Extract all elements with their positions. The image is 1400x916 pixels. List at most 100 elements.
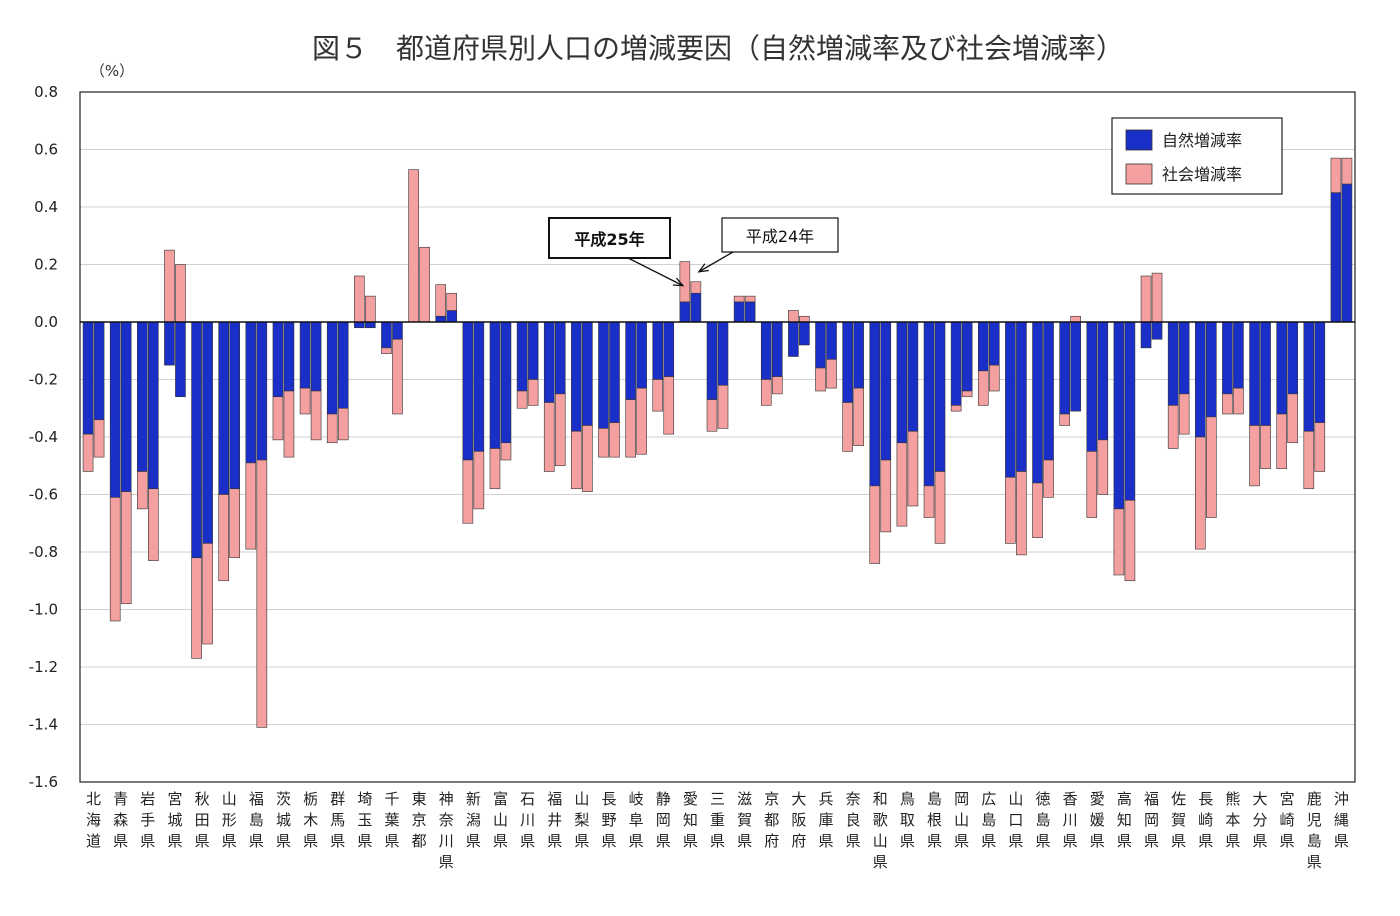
bar-social — [788, 310, 799, 323]
bar-social — [229, 488, 241, 559]
bar-social — [218, 494, 230, 582]
bar-natural — [571, 321, 582, 432]
bar-natural — [527, 321, 539, 380]
y-tick-label: -1.2 — [29, 658, 58, 676]
bar-social — [299, 387, 311, 415]
x-tick-label: 神奈川県 — [439, 790, 454, 871]
annotation-box-h25 — [548, 217, 671, 259]
bar-natural — [1287, 321, 1298, 395]
bar-social — [337, 407, 349, 441]
bar-social — [950, 405, 962, 412]
bar-natural — [1032, 321, 1043, 484]
bar-natural — [609, 321, 620, 423]
bar-natural — [988, 321, 1000, 366]
bar-social — [1032, 482, 1043, 538]
bar-natural — [543, 321, 555, 403]
bar-social — [148, 488, 159, 561]
bar-natural — [679, 301, 691, 323]
bar-natural — [1303, 321, 1315, 432]
bar-natural — [717, 321, 729, 386]
y-tick-label: -0.4 — [29, 428, 58, 446]
bar-natural — [826, 321, 837, 360]
bar-natural — [771, 321, 783, 377]
bar-social — [625, 399, 636, 458]
x-tick-label: 佐賀県 — [1171, 790, 1186, 850]
x-tick-label: 大分県 — [1253, 790, 1268, 850]
legend-label-natural: 自然増減率 — [1162, 131, 1242, 150]
bar-social — [93, 419, 105, 458]
bar-natural — [1194, 321, 1206, 438]
x-tick-label: 和歌山県 — [873, 790, 888, 871]
x-tick-label: 島根県 — [927, 790, 942, 850]
annotation-label-h24: 平成24年 — [746, 227, 814, 246]
bar-natural — [1070, 321, 1081, 412]
bar-social — [473, 451, 485, 510]
bar-social — [1151, 272, 1163, 323]
y-tick-label: -0.8 — [29, 543, 58, 561]
bar-social — [516, 390, 528, 409]
bar-natural — [218, 321, 230, 495]
bar-social — [1016, 471, 1027, 556]
x-tick-label: 沖縄県 — [1334, 790, 1349, 850]
bar-social — [1276, 413, 1287, 469]
grid-lines — [80, 149, 1355, 725]
bar-natural — [896, 321, 908, 444]
bar-natural — [706, 321, 718, 400]
bar-social — [977, 370, 989, 406]
bar-social — [543, 402, 555, 472]
bar-social — [744, 295, 756, 303]
bar-natural — [516, 321, 528, 392]
y-tick-label: -1.0 — [29, 601, 58, 619]
bar-social — [1005, 476, 1016, 544]
bar-natural — [148, 321, 159, 490]
bar-natural — [1330, 192, 1342, 323]
x-tick-label: 福島県 — [249, 790, 264, 850]
bar-natural — [337, 321, 349, 409]
bar-social — [636, 387, 647, 455]
annotations: 平成25年 平成24年 — [548, 217, 839, 287]
x-tick-label: 滋賀県 — [737, 790, 752, 850]
x-tick-label: 岡山県 — [954, 790, 969, 850]
bar-social — [923, 485, 935, 518]
x-tick-label: 岩手県 — [140, 790, 155, 850]
bar-natural — [1086, 321, 1098, 452]
bar-social — [571, 430, 582, 490]
y-tick-label: 0.6 — [34, 141, 58, 159]
bar-natural — [760, 321, 772, 380]
bar-social — [1124, 499, 1136, 582]
plot-frame — [79, 91, 1356, 783]
x-tick-label: 福岡県 — [1144, 790, 1159, 850]
x-tick-label: 奈良県 — [846, 790, 861, 850]
bar-social — [1070, 315, 1081, 323]
legend-swatch-social — [1125, 163, 1153, 185]
bar-natural — [82, 321, 94, 435]
bar-social — [1086, 451, 1098, 518]
bar-social — [175, 264, 186, 323]
bar-social — [582, 425, 593, 492]
bar-natural — [1178, 321, 1190, 395]
bar-social — [109, 497, 121, 622]
bar-social — [1330, 157, 1342, 193]
bar-social — [164, 249, 175, 323]
bar-social — [1314, 422, 1326, 472]
x-tick-label: 京都府 — [764, 790, 779, 850]
bar-social — [120, 491, 132, 605]
bar-natural — [1097, 321, 1109, 441]
bar-natural — [1059, 321, 1070, 415]
bar-natural — [1276, 321, 1287, 415]
bar-social — [652, 379, 664, 412]
bar-natural — [842, 321, 853, 403]
x-tick-label: 福井県 — [547, 790, 562, 850]
bar-social — [1140, 275, 1152, 323]
bar-natural — [815, 321, 826, 369]
x-tick-label: 東京都 — [412, 790, 427, 850]
bar-social — [191, 557, 202, 659]
bar-natural — [191, 321, 202, 559]
bar-natural — [923, 321, 935, 487]
x-tick-label: 静岡県 — [656, 790, 671, 850]
x-tick-label: 宮城県 — [167, 790, 182, 850]
x-tick-label: 富山県 — [493, 790, 508, 850]
bar-social — [256, 459, 268, 728]
x-tick-label: 高知県 — [1117, 790, 1132, 850]
